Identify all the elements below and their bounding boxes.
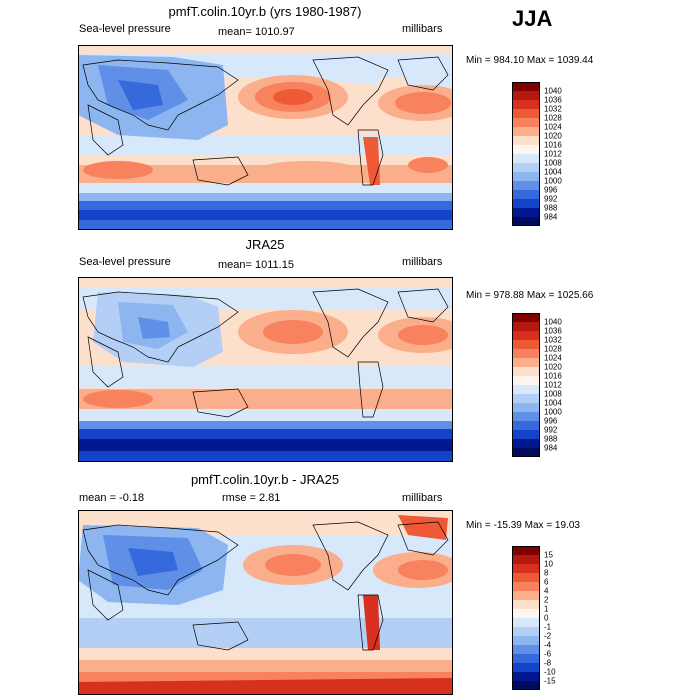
- panel-3-title: pmfT.colin.10yr.b - JRA25: [190, 472, 340, 487]
- panel-3-rmse: rmse = 2.81: [222, 492, 281, 504]
- panel-2-colorbar-label: 1040: [544, 318, 562, 327]
- panel-2-colorbar-label: 1032: [544, 336, 562, 345]
- panel-1-minmax: Min = 984.10 Max = 1039.44: [466, 55, 594, 66]
- panel-2-colorbar: 1040 1036 1032 1028 1024 1020 1016 1012 …: [512, 313, 562, 457]
- panel-1-colorbar-label: 1016: [544, 141, 562, 150]
- panel-1-colorbar-label: 1040: [544, 87, 562, 96]
- panel-3-colorbar-label: -4: [544, 641, 552, 650]
- panel-2-colorbar-label: 1036: [544, 327, 562, 336]
- panel-1-colorbar-label: 1004: [544, 168, 562, 177]
- panel-3-colorbar-label: 2: [544, 596, 549, 605]
- panel-3-colorbar-label: -8: [544, 659, 552, 668]
- panel-1-colorbar-label: 996: [544, 186, 558, 195]
- panel-2-map: [78, 277, 453, 462]
- panel-3-map: [78, 510, 453, 695]
- panel-2-colorbar-label: 1016: [544, 372, 562, 381]
- panel-2-colorbar-label: 988: [544, 435, 558, 444]
- panel-1-colorbar-label: 1008: [544, 159, 562, 168]
- panel-1-colorbar-label: 992: [544, 195, 558, 204]
- panel-3-colorbar-label: 8: [544, 569, 549, 578]
- panel-3-colorbar-label: 0: [544, 614, 549, 623]
- panel-2-colorbar-label: 984: [544, 444, 558, 453]
- panel-3-colorbar-label: -6: [544, 650, 552, 659]
- panel-3-colorbar-label: -1: [544, 623, 552, 632]
- panel-3-colorbar-label: 6: [544, 578, 549, 587]
- panel-1-units: millibars: [402, 23, 443, 35]
- panel-3-colorbar-label: -2: [544, 632, 552, 641]
- panel-1-title: pmfT.colin.10yr.b (yrs 1980-1987): [168, 4, 362, 19]
- panel-1-colorbar-label: 1020: [544, 132, 562, 141]
- panel-2-colorbar-label: 992: [544, 426, 558, 435]
- panel-2-mean: mean= 1011.15: [218, 259, 294, 271]
- panel-3-colorbar-label: 15: [544, 551, 553, 560]
- panel-2-colorbar-label: 1008: [544, 390, 562, 399]
- panel-3-mean: mean = -0.18: [79, 492, 145, 504]
- panel-1-colorbar: 1040 1036 1032 1028 1024 1020 1016 1012 …: [512, 82, 562, 226]
- panel-2-title: JRA25: [245, 237, 285, 252]
- season-label: JJA: [512, 6, 553, 31]
- panel-1-colorbar-label: 988: [544, 204, 558, 213]
- panel-2-colorbar-label: 1004: [544, 399, 562, 408]
- panel-3-colorbar-label: -15: [544, 677, 556, 686]
- panel-2-minmax: Min = 978.88 Max = 1025.66: [466, 290, 594, 301]
- panel-1-colorbar-label: 1032: [544, 105, 562, 114]
- panel-1-variable-label: Sea-level pressure: [79, 23, 171, 35]
- panel-1-mean: mean= 1010.97: [218, 26, 295, 38]
- panel-3-colorbar-label: -10: [544, 668, 556, 677]
- panel-2-units: millibars: [402, 256, 443, 268]
- panel-1-colorbar-label: 984: [544, 213, 558, 222]
- panel-3-colorbar: 15 10 8 6 4 2 1 0 -1 -2 -4 -6 -8 -10 -15: [512, 546, 556, 690]
- panel-1-map: [78, 45, 453, 230]
- panel-2-colorbar-label: 1020: [544, 363, 562, 372]
- panel-1-colorbar-label: 1024: [544, 123, 562, 132]
- panel-2-colorbar-label: 996: [544, 417, 558, 426]
- panel-2-variable-label: Sea-level pressure: [79, 256, 171, 268]
- panel-3-units: millibars: [402, 492, 443, 504]
- panel-1-colorbar-label: 1028: [544, 114, 562, 123]
- panel-3-colorbar-label: 4: [544, 587, 549, 596]
- panel-2-colorbar-label: 1000: [544, 408, 562, 417]
- panel-1-colorbar-label: 1036: [544, 96, 562, 105]
- panel-2-colorbar-label: 1024: [544, 354, 562, 363]
- panel-1-colorbar-label: 1000: [544, 177, 562, 186]
- panel-3-colorbar-label: 10: [544, 560, 553, 569]
- panel-1-colorbar-label: 1012: [544, 150, 562, 159]
- panel-3-colorbar-label: 1: [544, 605, 549, 614]
- panel-3-minmax: Min = -15.39 Max = 19.03: [466, 520, 580, 531]
- panel-2-colorbar-label: 1012: [544, 381, 562, 390]
- panel-2-colorbar-label: 1028: [544, 345, 562, 354]
